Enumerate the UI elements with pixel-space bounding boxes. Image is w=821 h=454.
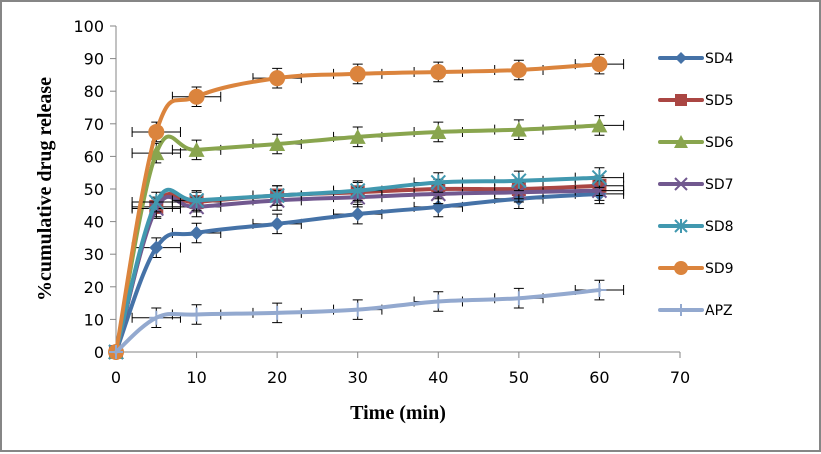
legend-marker	[675, 52, 687, 64]
legend-item-sd5: SD5	[658, 93, 734, 109]
y-tick-label: 80	[84, 82, 104, 101]
legend-label: SD7	[705, 177, 734, 193]
y-tick-label: 60	[84, 147, 104, 166]
legend-marker	[674, 135, 688, 148]
data-point	[269, 187, 285, 204]
series-sd6	[108, 115, 625, 359]
series-sd7	[108, 180, 625, 360]
series-line	[114, 123, 602, 354]
data-point	[189, 226, 204, 241]
data-point	[270, 216, 285, 231]
data-point	[511, 291, 526, 306]
legend-label: APZ	[705, 303, 733, 319]
legend-item-sd4: SD4	[658, 51, 734, 67]
x-tick-label: 50	[509, 368, 529, 387]
data-point	[189, 307, 204, 322]
series-sd4	[109, 183, 625, 359]
legend-marker	[674, 219, 688, 233]
data-point	[109, 345, 123, 359]
data-point	[511, 184, 527, 200]
y-tick-label: 30	[84, 245, 104, 264]
x-tick-label: 70	[670, 368, 690, 387]
data-point	[430, 63, 447, 80]
data-point	[269, 70, 286, 87]
data-point	[350, 207, 365, 222]
data-point	[430, 123, 447, 139]
data-point	[592, 283, 607, 298]
data-point	[149, 240, 164, 255]
data-point	[431, 294, 446, 309]
legend-marker	[674, 261, 688, 275]
data-point	[188, 192, 205, 209]
y-tick-label: 90	[84, 50, 104, 69]
y-tick-label: 100	[73, 17, 104, 36]
series-sd9	[108, 53, 625, 360]
legend-label: SD6	[705, 135, 734, 151]
data-point	[510, 121, 527, 137]
data-point	[591, 117, 608, 133]
data-point	[591, 182, 608, 199]
legend-label: SD5	[705, 93, 734, 109]
y-tick-label: 10	[84, 310, 104, 329]
data-point	[430, 186, 446, 202]
legend-item-apz: APZ	[658, 303, 733, 319]
data-point	[350, 302, 365, 317]
legend-marker	[675, 94, 687, 106]
data-point	[350, 182, 366, 199]
legend-item-sd8: SD8	[658, 219, 734, 235]
series-group	[108, 53, 625, 360]
data-point	[591, 169, 608, 186]
x-tick-label: 30	[348, 368, 368, 387]
legend-item-sd9: SD9	[658, 261, 734, 277]
series-apz	[109, 279, 625, 359]
data-point	[430, 174, 446, 191]
data-point	[148, 123, 165, 140]
data-point	[511, 172, 527, 189]
y-tick-label: 70	[84, 115, 104, 134]
legend: SD4 SD5 SD6 SD7 SD8 SD9 APZ	[658, 51, 734, 319]
legend-label: SD9	[705, 261, 734, 277]
data-point	[269, 136, 286, 152]
data-point	[149, 310, 164, 325]
x-tick-label: 0	[111, 368, 121, 387]
data-point	[591, 56, 608, 73]
y-tick-label: 0	[94, 343, 104, 362]
legend-marker	[674, 177, 688, 191]
data-point	[349, 128, 366, 144]
legend-marker	[675, 304, 687, 316]
legend-label: SD4	[705, 51, 734, 67]
y-axis-title: %cumulative drug release	[34, 77, 56, 301]
x-axis-title: Time (min)	[350, 402, 446, 424]
data-point	[148, 194, 164, 211]
x-tick-label: 40	[428, 368, 448, 387]
data-point	[349, 65, 366, 82]
legend-item-sd7: SD7	[658, 177, 734, 193]
data-point	[188, 88, 205, 105]
data-point	[148, 145, 165, 161]
x-tick-label: 20	[267, 368, 287, 387]
legend-label: SD8	[705, 219, 734, 235]
y-tick-label: 50	[84, 180, 104, 199]
data-point	[510, 62, 527, 79]
x-tick-label: 60	[589, 368, 609, 387]
y-tick-label: 40	[84, 213, 104, 232]
x-tick-label: 10	[186, 368, 206, 387]
axes: 0 10 20 30 40 50 60 70 80 90 100 0 10 20 30 40 50 60 70	[73, 17, 690, 387]
legend-item-sd6: SD6	[658, 135, 734, 151]
data-point	[270, 305, 285, 320]
y-tick-label: 20	[84, 278, 104, 297]
data-point	[188, 141, 205, 157]
